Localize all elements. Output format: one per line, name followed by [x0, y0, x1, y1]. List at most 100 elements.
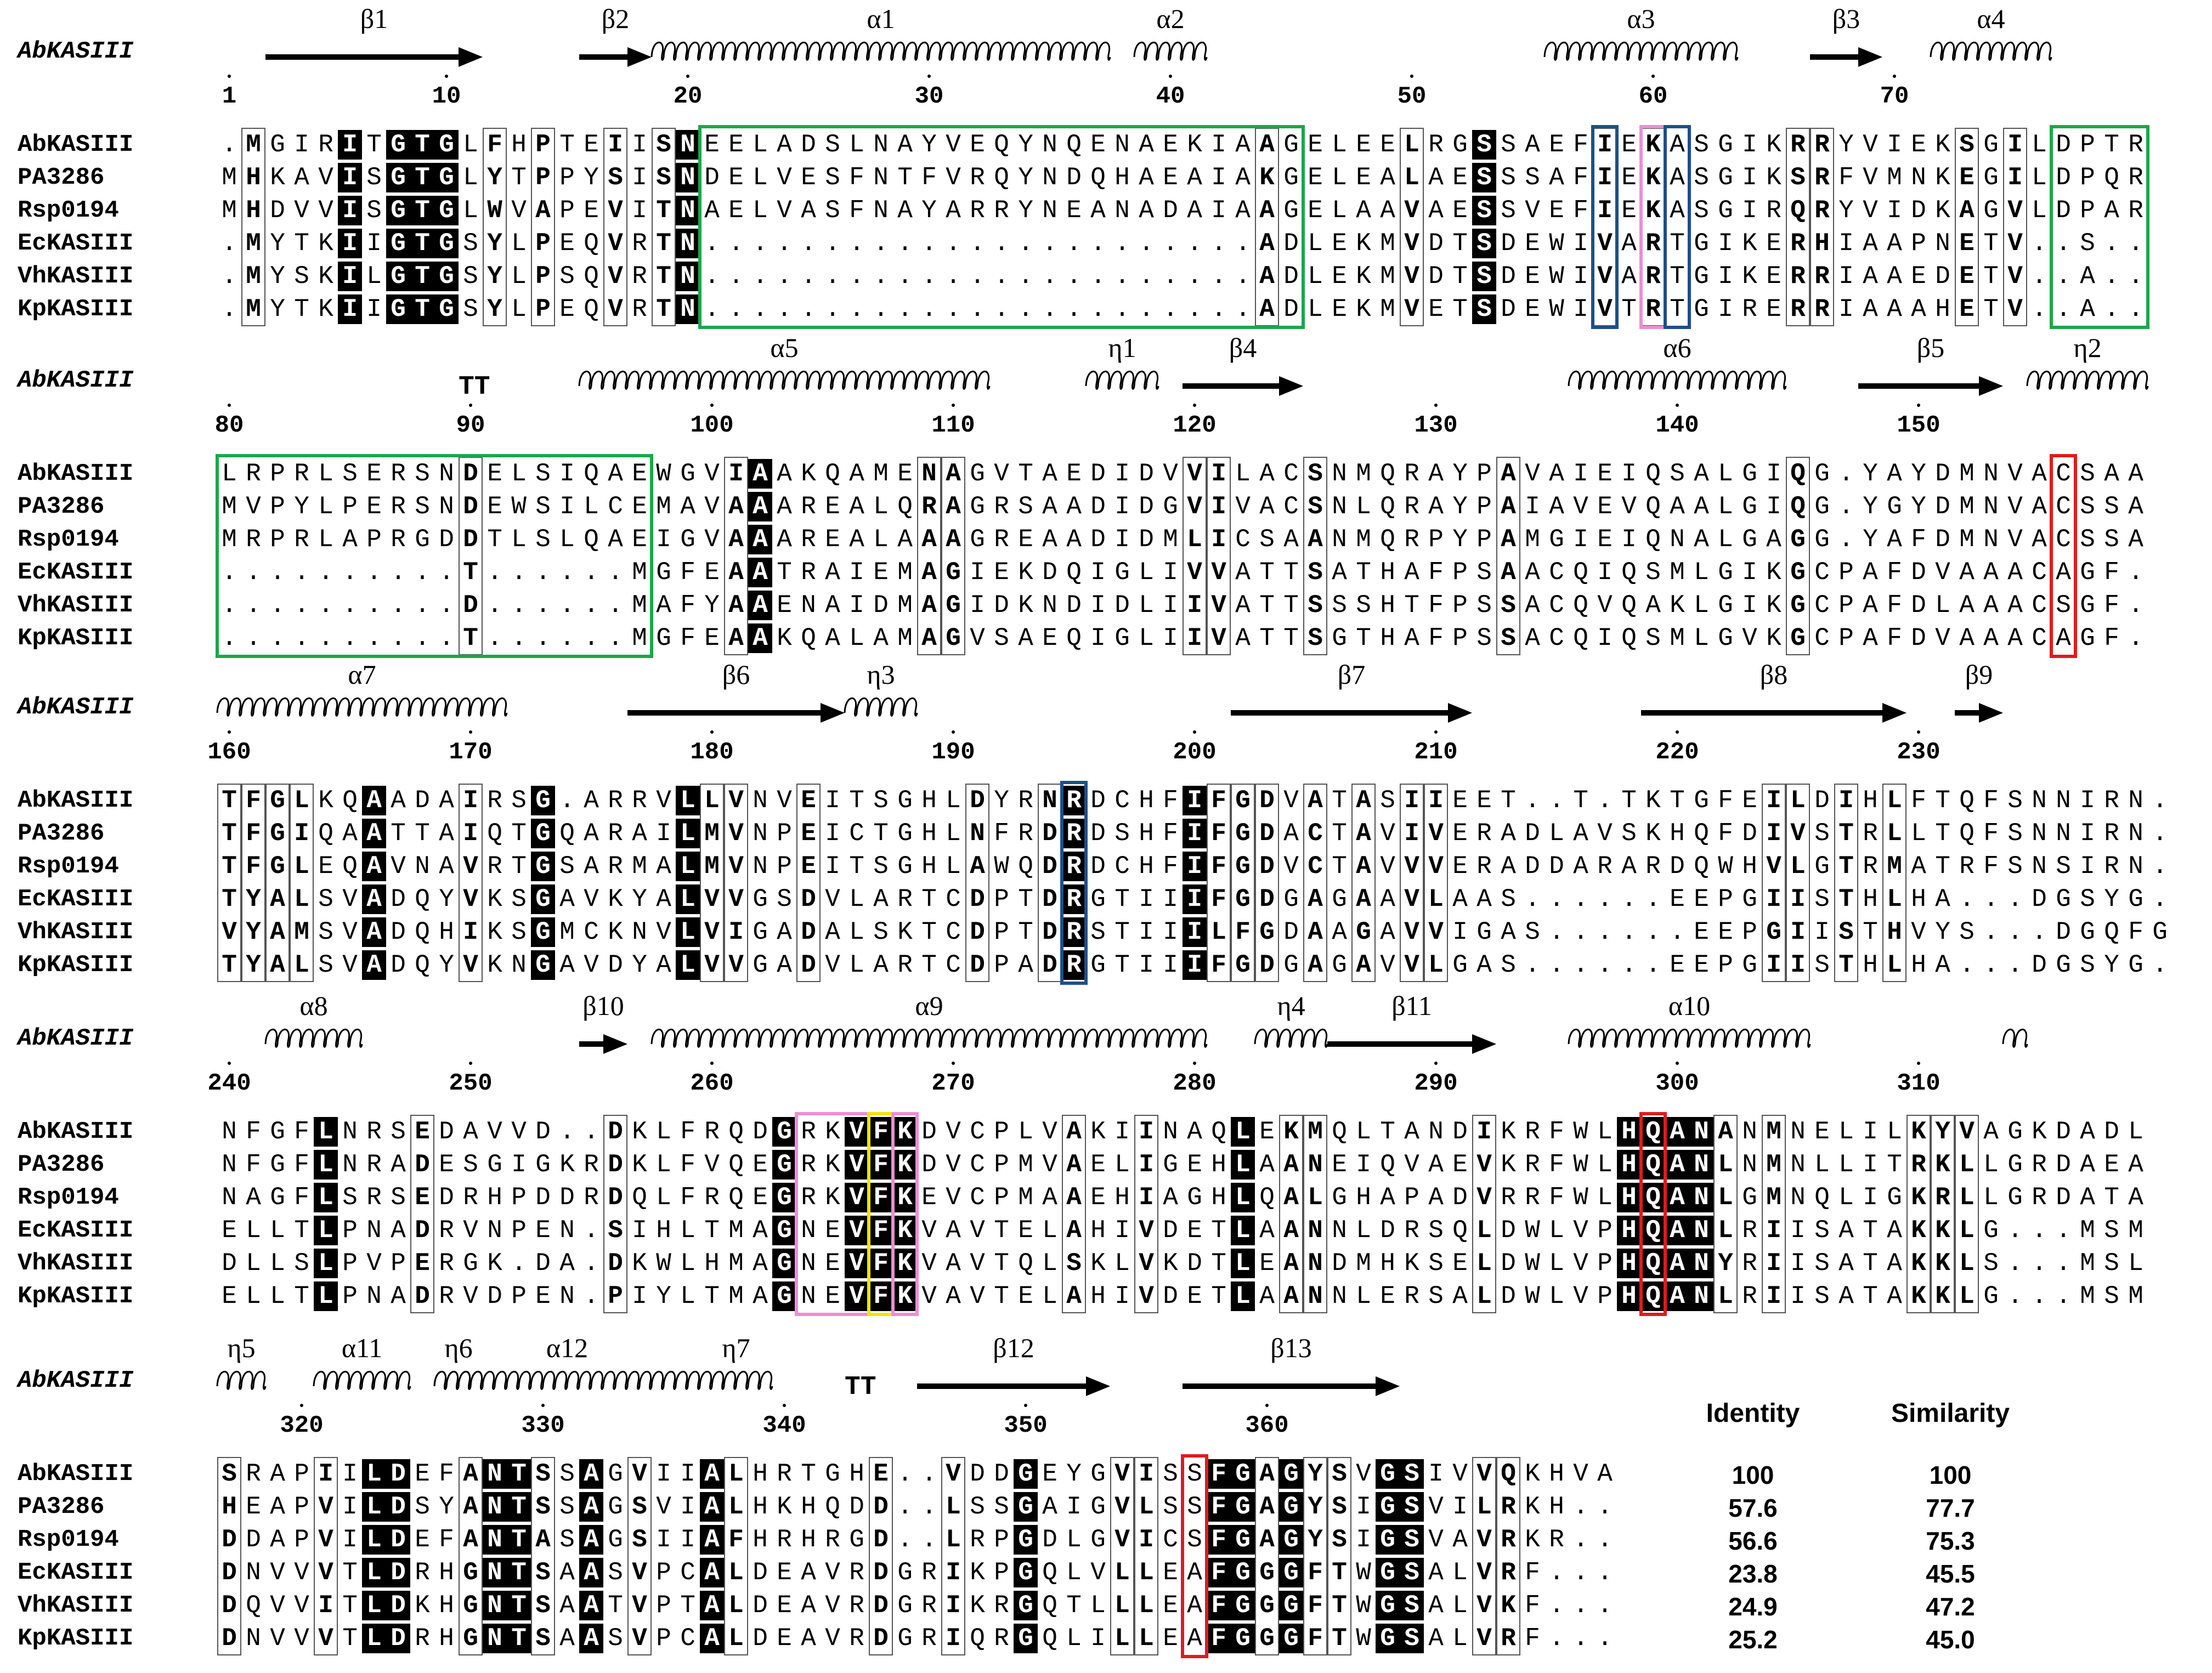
- residue: E: [559, 295, 575, 324]
- residue: G: [1014, 1591, 1038, 1620]
- residue: R: [2128, 163, 2143, 192]
- residue: L: [1959, 1216, 1975, 1245]
- residue: K: [318, 229, 333, 258]
- residue: I: [1766, 1282, 1781, 1311]
- residue: I: [680, 1460, 695, 1488]
- residue: A: [1665, 1281, 1689, 1311]
- residue: E: [1090, 131, 1106, 159]
- residue: G: [1814, 852, 1830, 881]
- residue: H: [1211, 1150, 1226, 1179]
- residue: V: [294, 1624, 309, 1653]
- residue: W: [656, 1249, 671, 1278]
- residue-number: 210: [1414, 739, 1458, 766]
- residue: L: [849, 624, 864, 653]
- residue: A: [1838, 1282, 1854, 1311]
- residue: A: [753, 1282, 768, 1311]
- residue: .: [2056, 1249, 2071, 1278]
- residue: .: [1573, 1558, 1588, 1587]
- residue: T: [1670, 262, 1685, 291]
- residue: G: [1983, 1282, 1999, 1311]
- residue: K: [825, 1150, 840, 1179]
- residue: E: [1597, 492, 1613, 521]
- residue: .: [897, 1525, 913, 1554]
- residue: H: [1617, 1183, 1641, 1212]
- residue: K: [2032, 1118, 2047, 1146]
- residue: R: [994, 196, 1009, 225]
- residue: L: [1428, 951, 1444, 979]
- residue: R: [366, 1118, 382, 1146]
- residue: T: [342, 1624, 358, 1653]
- residue: D: [1501, 1282, 1516, 1311]
- residue: M: [1766, 1118, 1781, 1146]
- residue: I: [608, 131, 623, 159]
- residue: R: [632, 786, 647, 815]
- residue: F: [2128, 918, 2143, 946]
- residue: I: [1452, 918, 1468, 946]
- residue: K: [893, 1216, 917, 1245]
- residue: A: [1428, 196, 1444, 225]
- residue: .: [246, 591, 261, 620]
- residue: .: [1597, 786, 1613, 815]
- residue: A: [1042, 492, 1057, 521]
- residue-number: 200: [1173, 739, 1217, 766]
- residue: F: [246, 786, 261, 815]
- residue: P: [535, 262, 551, 291]
- residue: .: [559, 558, 575, 587]
- residue: K: [1525, 1525, 1540, 1554]
- residue: L: [314, 1281, 338, 1311]
- residue: G: [1014, 1525, 1038, 1555]
- residue: I: [1139, 951, 1154, 979]
- residue: .: [608, 558, 623, 587]
- residue: K: [608, 885, 623, 914]
- residue: I: [338, 196, 362, 225]
- residue: A: [1283, 819, 1299, 848]
- residue: N: [970, 819, 985, 848]
- residue: Q: [1641, 1281, 1665, 1311]
- residue: L: [676, 786, 700, 815]
- residue: .: [801, 295, 816, 324]
- residue: S: [535, 1558, 551, 1587]
- residue: V: [1935, 558, 1950, 587]
- residue: D: [873, 591, 889, 620]
- residue-tick-dot: [300, 1404, 303, 1407]
- residue: M: [246, 262, 261, 291]
- strand-arrow-head: [821, 703, 845, 723]
- residue: T: [1670, 295, 1685, 324]
- residue: Q: [1694, 819, 1709, 848]
- residue: Q: [1066, 558, 1082, 587]
- residue: .: [1549, 1591, 1564, 1620]
- residue: .: [1597, 1525, 1613, 1554]
- residue: Y: [487, 229, 502, 258]
- residue: S: [1090, 918, 1106, 946]
- residue: Q: [1380, 460, 1395, 488]
- residue: T: [511, 852, 527, 881]
- residue: C: [680, 1624, 695, 1653]
- residue: G: [531, 852, 555, 881]
- residue: C: [2032, 591, 2047, 620]
- residue: H: [1617, 1117, 1641, 1147]
- residue: K: [1645, 196, 1661, 225]
- residue: N: [559, 1282, 575, 1311]
- residue: L: [362, 1525, 386, 1555]
- residue: N: [366, 1216, 382, 1245]
- residue: V: [1935, 624, 1950, 653]
- residue: S: [1066, 1249, 1082, 1278]
- residue: E: [535, 1216, 551, 1245]
- residue: D: [1501, 262, 1516, 291]
- residue: F: [728, 1525, 744, 1554]
- residue: G: [1742, 951, 1757, 979]
- residue: N: [1308, 1249, 1323, 1278]
- residue: F: [1525, 1558, 1540, 1587]
- residue: S: [1400, 1624, 1424, 1653]
- residue: H: [439, 918, 454, 946]
- residue: D: [415, 1216, 430, 1245]
- residue: F: [246, 852, 261, 881]
- residue: G: [897, 1591, 913, 1620]
- residue: A: [897, 131, 913, 159]
- residue: D: [1066, 163, 1082, 192]
- reference-label: AbKASIII: [18, 367, 134, 394]
- residue: V: [632, 1591, 647, 1620]
- residue: H: [439, 1558, 454, 1587]
- residue: S: [2080, 460, 2095, 488]
- residue: A: [1187, 163, 1202, 192]
